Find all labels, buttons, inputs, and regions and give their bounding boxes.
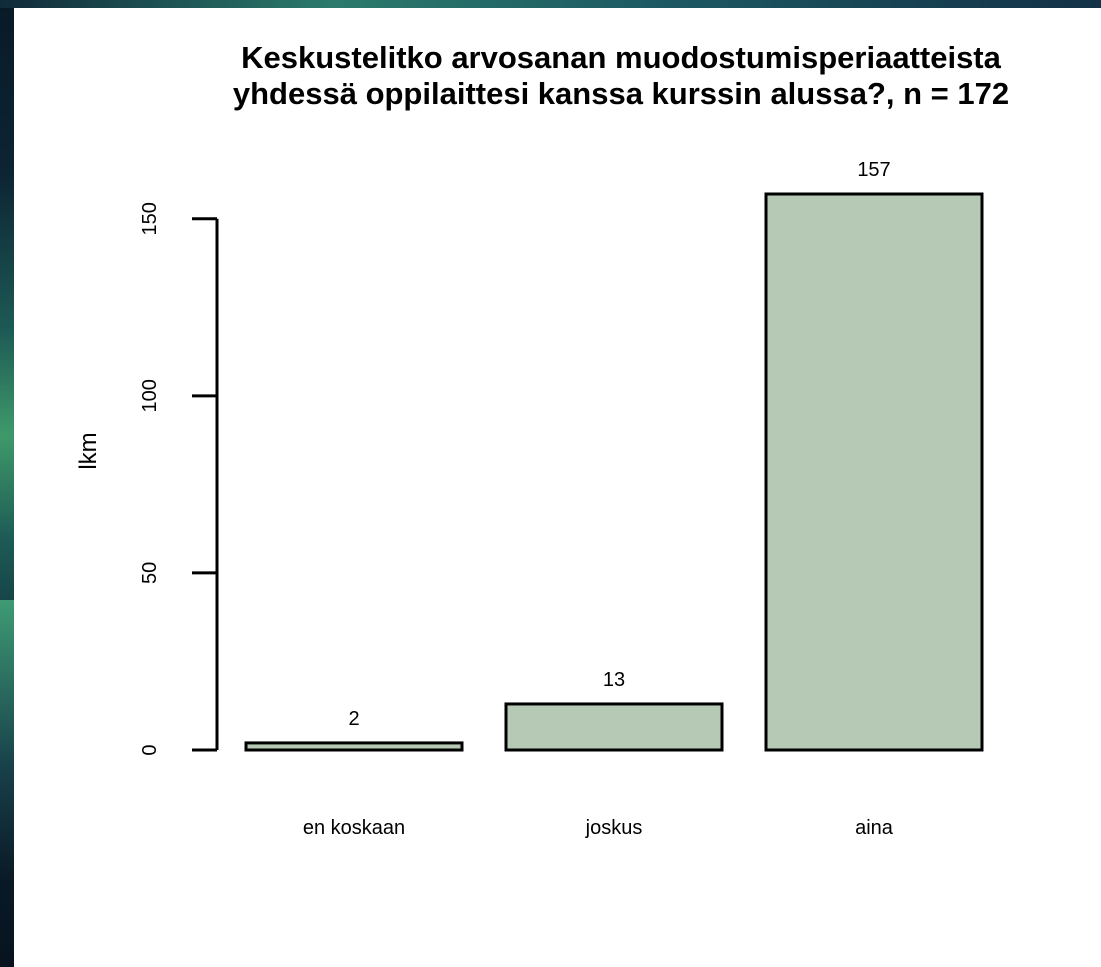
- bar-chart: Keskustelitko arvosanan muodostumisperia…: [14, 8, 1101, 967]
- chart-title-line-1: Keskustelitko arvosanan muodostumisperia…: [241, 40, 1002, 75]
- y-tick-label: 50: [139, 562, 161, 584]
- y-axis: 0 50 100 150: [139, 202, 217, 755]
- data-label-1: 2: [348, 708, 359, 730]
- chart-title-line-2: yhdessä oppilaittesi kanssa kurssin alus…: [233, 76, 1009, 111]
- y-axis-title: lkm: [75, 432, 102, 469]
- bar-3: [766, 194, 982, 750]
- bar-2: [506, 704, 722, 750]
- bar-1: [246, 743, 462, 750]
- category-labels: en koskaan joskus aina: [303, 817, 894, 839]
- data-label-3: 157: [857, 159, 890, 181]
- chart-panel: Keskustelitko arvosanan muodostumisperia…: [14, 8, 1101, 967]
- y-tick-label: 0: [139, 744, 161, 755]
- y-tick-label: 150: [139, 202, 161, 235]
- category-label-1: en koskaan: [303, 817, 405, 839]
- background-glow: [0, 600, 14, 880]
- category-label-3: aina: [855, 817, 894, 839]
- data-label-2: 13: [603, 669, 625, 691]
- y-tick-label: 100: [139, 379, 161, 412]
- category-label-2: joskus: [585, 817, 643, 839]
- background-strip: [0, 0, 1101, 8]
- bars: [246, 194, 982, 750]
